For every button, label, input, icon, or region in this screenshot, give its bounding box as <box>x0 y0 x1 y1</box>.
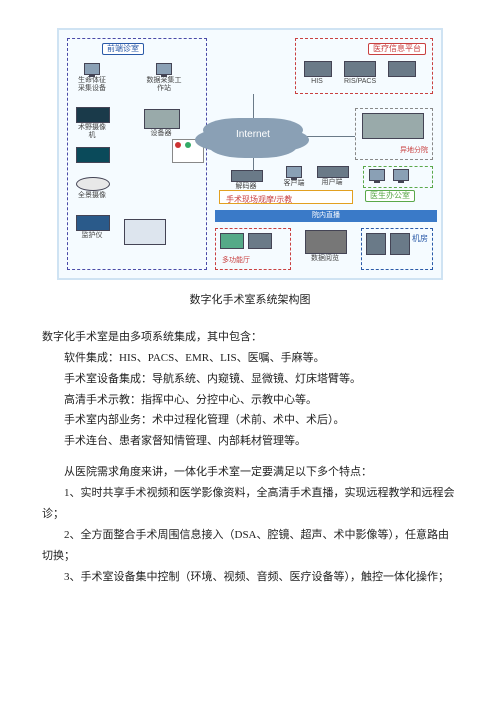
bullet-1: 软件集成：HIS、PACS、EMR、LIS、医嘱、手麻等。 <box>42 348 458 369</box>
ic-cam1: 术野摄像机 <box>78 124 106 139</box>
internet-cloud: Internet <box>205 120 301 152</box>
architecture-diagram: 前端诊室 生命体征采集设备 数据采集工作站 术野摄像机 设备器 全景摄像 监护仪… <box>57 28 443 280</box>
para2: 从医院需求角度来讲，一体化手术室一定要满足以下多个特点： <box>42 462 458 483</box>
info-platform-label: 医疗信息平台 <box>368 43 426 55</box>
point-2: 2、全方面整合手术周围信息接入（DSA、腔镜、超声、术中影像等），任意路由切换； <box>42 525 458 567</box>
point-1: 1、实时共享手术视频和医学影像资料，全高清手术直播，实现远程教学和远程会诊； <box>42 483 458 525</box>
server-room-box: 机房 <box>361 228 433 270</box>
lower-bar: 院内直播 <box>215 210 437 222</box>
ic-pano: 全景摄像 <box>78 192 106 199</box>
intro-line: 数字化手术室是由多项系统集成，其中包含： <box>42 327 458 348</box>
ic-vitals: 生命体征采集设备 <box>78 77 106 92</box>
front-room-label: 前端诊室 <box>102 43 144 55</box>
front-room-box: 前端诊室 生命体征采集设备 数据采集工作站 术野摄像机 设备器 全景摄像 监护仪 <box>67 38 207 270</box>
doctor-office-label: 医生办公室 <box>365 190 415 202</box>
bullet-3: 高清手术示教：指挥中心、分控中心、示教中心等。 <box>42 390 458 411</box>
info-platform-box: 医疗信息平台 HIS RIS/PACS <box>295 38 433 94</box>
ic-dev: 设备器 <box>151 130 172 137</box>
ic-workstation: 数据采集工作站 <box>147 77 182 92</box>
remote-label: 异地分院 <box>400 144 428 157</box>
bullet-2: 手术室设备集成：导航系统、内窥镜、显微镜、灯床塔臂等。 <box>42 369 458 390</box>
point-3: 3、手术室设备集中控制（环境、视频、音频、医疗设备等），触控一体化操作； <box>42 567 458 588</box>
diagram-caption: 数字化手术室系统架构图 <box>42 290 458 311</box>
reading-icon: 数据阅览 <box>305 230 345 263</box>
teach-box: 手术现场观摩/示教 <box>219 190 353 204</box>
multi-hall-box: 多功能厅 <box>215 228 291 270</box>
ic-monitor: 监护仪 <box>82 232 103 239</box>
bullet-5: 手术连台、患者家督知情管理、内部耗材管理等。 <box>42 431 458 452</box>
decoder-icon: 解码器 <box>231 170 261 191</box>
remote-box: 异地分院 <box>355 108 433 160</box>
bullet-4: 手术室内部业务：术中过程化管理（术前、术中、术后）。 <box>42 410 458 431</box>
